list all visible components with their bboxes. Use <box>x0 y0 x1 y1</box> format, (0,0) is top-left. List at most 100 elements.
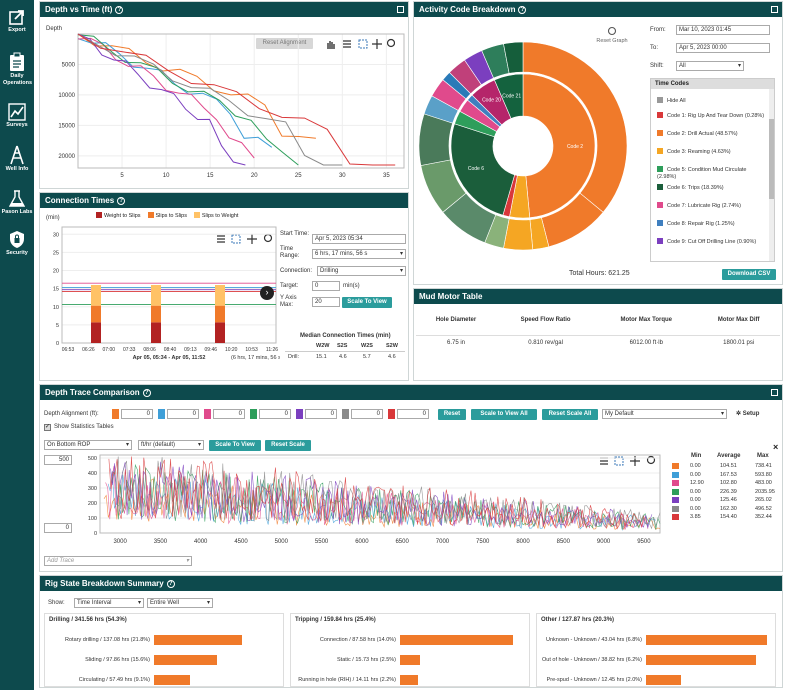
show-stats-checkbox[interactable]: ✓ <box>44 424 51 431</box>
time-code-item[interactable]: Code 5: Condition Mud Circulate (2.98%) <box>657 166 765 180</box>
rig-panel-title: Rig State Breakdown Summary <box>45 579 164 588</box>
connection-select[interactable]: Drilling <box>317 266 406 276</box>
time-code-label: Code 5: Condition Mud Circulate (2.98%) <box>657 167 747 180</box>
time-code-item[interactable]: Code 1: Rig Up And Tear Down (0.28%) <box>657 112 765 120</box>
x-axis-caption: Apr 05, 05:34 - Apr 05, 11:52 <box>133 355 206 361</box>
alignment-input[interactable]: 0 <box>305 409 337 419</box>
y-max-input[interactable]: 500 <box>44 455 72 465</box>
code-21-slice[interactable] <box>494 73 524 119</box>
preset-select[interactable]: My Default <box>602 409 727 419</box>
nav-surveys[interactable]: Surveys <box>0 103 34 129</box>
rig-state-bar <box>154 655 217 665</box>
collapse-arrow-icon[interactable]: › <box>260 286 274 300</box>
y-min-input[interactable]: 0 <box>44 523 72 533</box>
help-icon[interactable]: ? <box>115 6 124 14</box>
alignment-input[interactable]: 0 <box>213 409 245 419</box>
alignment-input[interactable]: 0 <box>167 409 199 419</box>
total-hours: Total Hours: 621.25 <box>569 270 630 277</box>
time-range-select[interactable]: 6 hrs, 17 mins, 56 s <box>312 249 406 259</box>
setup-button[interactable]: ✲ Setup <box>736 410 759 417</box>
download-csv-button[interactable]: Download CSV <box>722 269 776 280</box>
shift-select[interactable]: All <box>676 61 744 71</box>
alignment-input[interactable]: 0 <box>259 409 291 419</box>
nav-daily-operations[interactable]: Daily Operations <box>0 52 34 86</box>
start-time-input[interactable]: Apr 5, 2023 05:34 <box>312 234 406 244</box>
time-code-item[interactable]: Code 9: Cut Off Drilling Line (0.90%) <box>657 238 765 246</box>
time-code-item[interactable]: Code 6: Trips (18.39%) <box>657 184 765 192</box>
pan-hand-icon[interactable] <box>327 41 335 49</box>
time-code-item[interactable]: Code 3: Reaming (4.63%) <box>657 148 765 156</box>
alignment-input[interactable]: 0 <box>397 409 429 419</box>
expand-icon[interactable] <box>771 6 778 13</box>
expand-icon[interactable] <box>771 389 778 396</box>
to-date-input[interactable]: Apr 5, 2023 00:00 <box>676 43 770 53</box>
help-icon[interactable]: ? <box>117 197 126 205</box>
alignment-input[interactable]: 0 <box>351 409 383 419</box>
rig-state-bar <box>154 635 242 645</box>
sidebar: Export Daily Operations Surveys Well Inf… <box>0 0 34 690</box>
scale-to-view-all-button[interactable]: Scale to View All <box>471 409 537 420</box>
interval-select[interactable]: Time Interval <box>74 598 144 608</box>
zoom-box-icon[interactable] <box>614 456 624 466</box>
zoom-box-icon[interactable] <box>231 234 241 244</box>
menu-icon[interactable] <box>217 235 225 243</box>
outer-ring-slice[interactable] <box>503 41 524 74</box>
show-stats-label: Show Statistics Tables <box>54 424 114 430</box>
from-date-input[interactable]: Mar 10, 2023 01:45 <box>676 25 770 35</box>
add-trace-select[interactable]: Add Trace <box>44 556 192 566</box>
scrollbar-thumb[interactable] <box>769 119 774 199</box>
help-icon[interactable]: ? <box>142 389 151 397</box>
depth-y-title: Depth <box>46 26 62 32</box>
menu-icon[interactable] <box>343 40 351 48</box>
time-code-label: Code 6: Trips (18.39%) <box>667 185 724 191</box>
x-tick-label: 10:20 <box>225 347 238 353</box>
y-axis-max-input[interactable]: 20 <box>312 297 340 307</box>
trace-series-line <box>108 456 645 530</box>
target-input[interactable]: 0 <box>312 281 340 291</box>
help-icon[interactable]: ? <box>518 6 527 14</box>
time-code-item[interactable]: Code 8: Repair Rig (1.25%) <box>657 220 765 228</box>
stats-max: 265.02 <box>755 497 772 503</box>
x-tick-label: 4500 <box>234 539 248 545</box>
depth-series-line <box>77 34 299 166</box>
reset-scale-button[interactable]: Reset Scale <box>265 440 311 451</box>
alignment-input[interactable]: 0 <box>121 409 153 419</box>
nav-pason-labs[interactable]: Pason Labs <box>0 190 34 216</box>
y-tick-label: 400 <box>88 471 97 477</box>
range-select[interactable]: Entire Well <box>147 598 213 608</box>
hide-all-toggle[interactable]: Hide All <box>657 97 686 105</box>
zoom-box-icon[interactable] <box>358 39 368 49</box>
x-tick-label: 4000 <box>194 539 208 545</box>
nav-export[interactable]: Export <box>0 8 34 34</box>
help-icon[interactable]: ? <box>166 580 175 588</box>
nav-well-info[interactable]: Well Info <box>0 145 34 173</box>
rig-state-bar <box>646 675 681 685</box>
reset-alignment-button[interactable]: Reset Alignment <box>256 38 313 49</box>
scrollbar[interactable] <box>769 89 774 261</box>
connection-bar-segment <box>215 322 225 343</box>
code-6-slice[interactable] <box>450 123 516 216</box>
reset-button[interactable]: Reset <box>438 409 466 420</box>
lasso-icon[interactable] <box>386 38 395 48</box>
move-icon[interactable] <box>372 39 382 49</box>
close-icon[interactable]: × <box>773 442 779 452</box>
reset-graph-button[interactable]: Reset Graph <box>592 26 632 44</box>
show-label: Show: <box>48 600 65 606</box>
scale-to-view-button[interactable]: Scale To View <box>342 297 392 308</box>
time-code-item[interactable]: Code 2: Drill Actual (48.57%) <box>657 130 765 138</box>
lasso-icon[interactable] <box>646 455 656 465</box>
metric-select[interactable]: On Bottom ROP <box>44 440 132 450</box>
y-tick-label: 5000 <box>62 62 76 68</box>
time-code-item[interactable]: Code 7: Lubricate Rig (2.74%) <box>657 202 765 210</box>
rig-state-panel: Rig State Breakdown Summary? Show: Time … <box>39 575 783 688</box>
stats-min: 0.00 <box>690 505 701 512</box>
unit-select[interactable]: ft/hr (default) <box>138 440 204 450</box>
median-col-s2s: S2S <box>337 343 348 349</box>
reset-scale-all-button[interactable]: Reset Scale All <box>542 409 598 420</box>
nav-security[interactable]: Security <box>0 230 34 257</box>
expand-icon[interactable] <box>397 6 404 13</box>
code-2-slice[interactable] <box>522 73 596 219</box>
slice-label: Code 2 <box>567 144 583 150</box>
scale-to-view-button[interactable]: Scale To View <box>209 440 261 451</box>
move-icon[interactable] <box>247 234 257 244</box>
